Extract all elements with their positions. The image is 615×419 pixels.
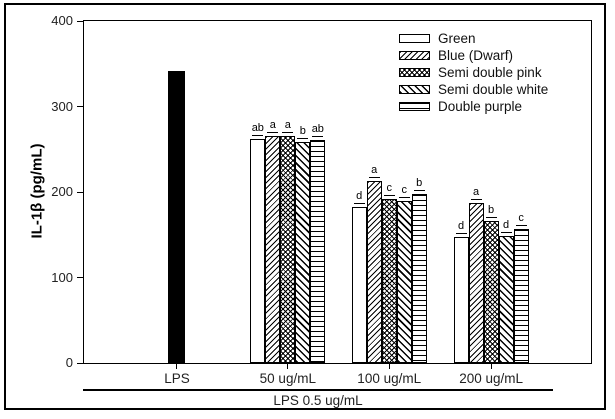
legend-item: Blue (Dwarf) (399, 47, 548, 64)
y-tick-label: 300 (51, 98, 73, 114)
legend-item: Green (399, 30, 548, 47)
error-cap (383, 194, 395, 196)
bar (396, 201, 412, 363)
legend-swatch (399, 85, 430, 94)
error-cap (312, 135, 324, 137)
error-cap (368, 176, 380, 178)
x-axis-note: LPS 0.5 ug/mL (273, 393, 363, 408)
sig-letter: b (488, 204, 495, 217)
error-cap (515, 224, 527, 226)
bar (513, 228, 529, 363)
error-cap (470, 199, 482, 201)
y-tick (77, 277, 84, 278)
y-tick-label: 100 (51, 269, 73, 285)
x-tick-label: 100 ug/mL (357, 371, 422, 386)
bar (468, 203, 484, 363)
sig-letter: b (299, 125, 306, 138)
error-cap (252, 135, 264, 136)
x-tick-label: 200 ug/mL (459, 371, 524, 386)
sig-letter: a (284, 119, 291, 132)
sig-letter: c (386, 181, 392, 194)
figure-border (4, 3, 606, 410)
error-cap (267, 132, 279, 134)
bar (280, 136, 296, 363)
sig-letter: d (458, 220, 465, 233)
x-tick (176, 364, 178, 369)
bar (381, 198, 397, 363)
plot-area: Green Blue (Dwarf) Semi double pink Semi do… (51, 13, 592, 386)
sig-letter: b (416, 176, 423, 189)
x-tick (490, 364, 492, 369)
legend-label: Semi double pink (438, 65, 542, 80)
legend-swatch (399, 68, 430, 77)
sig-letter: c (518, 211, 524, 224)
y-tick (77, 20, 84, 22)
sig-letter: a (371, 163, 378, 176)
error-cap (500, 231, 512, 233)
error-cap (398, 197, 410, 199)
sig-letter: ab (251, 122, 264, 134)
y-tick (77, 191, 84, 193)
sig-letter: d (356, 189, 363, 202)
bar (498, 235, 514, 363)
y-tick-label: 200 (51, 184, 73, 199)
sig-letter: c (401, 184, 407, 197)
bar (411, 193, 427, 363)
error-cap (455, 233, 467, 235)
x-tick-label: LPS (164, 371, 190, 386)
sig-letter: d (503, 218, 510, 231)
bar-lps (168, 70, 186, 363)
y-tick-label: 0 (65, 355, 73, 370)
legend-label: Semi double white (438, 82, 549, 97)
legend-item: Double purple (399, 98, 548, 115)
x-tick-label: 50 ug/mL (259, 371, 316, 386)
x-tick (388, 364, 390, 369)
legend-item: Semi double pink (399, 64, 548, 81)
bar (295, 142, 311, 363)
x-axis-group-line (83, 389, 553, 391)
error-cap (297, 138, 309, 140)
legend-label: Double purple (438, 99, 523, 114)
legend-swatch (399, 102, 430, 111)
error-cap (413, 189, 425, 191)
bar (483, 221, 499, 363)
legend: Green Blue (Dwarf) Semi double pink Semi do… (399, 30, 548, 115)
legend-swatch (399, 51, 430, 60)
bar (310, 139, 326, 363)
x-tick (287, 364, 289, 369)
y-tick-label: 400 (51, 13, 73, 28)
bar (351, 206, 367, 363)
legend-item: Semi double white (399, 81, 548, 98)
legend-label: Blue (Dwarf) (438, 48, 514, 63)
bar (366, 180, 382, 363)
y-tick (77, 106, 84, 107)
error-cap (485, 217, 497, 219)
sig-letter: a (473, 186, 480, 199)
legend-swatch (399, 34, 430, 43)
error-cap (353, 202, 365, 204)
error-cap (282, 132, 294, 134)
bar (250, 139, 266, 363)
sig-letter: ab (311, 122, 324, 135)
bar (453, 237, 469, 363)
legend-label: Green (438, 31, 476, 46)
y-tick (77, 362, 84, 364)
bar (265, 136, 281, 363)
sig-letter: a (269, 119, 276, 132)
